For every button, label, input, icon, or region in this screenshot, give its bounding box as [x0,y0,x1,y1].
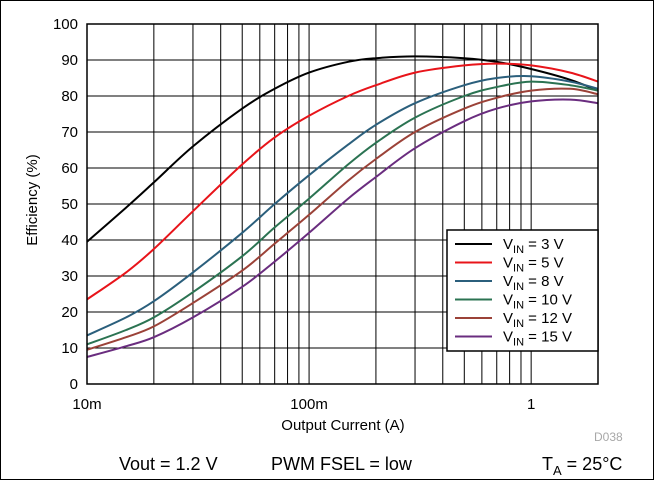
legend-label: VIN = 8 V [503,273,564,293]
y-tick-label: 80 [61,88,78,105]
legend-label: VIN = 12 V [503,310,572,330]
footer-pwm: PWM FSEL = low [271,454,413,474]
footer-ta: TA = 25°C [542,454,622,478]
figure-id: D038 [594,430,623,444]
legend-label: VIN = 15 V [503,329,572,349]
x-tick-label: 100m [290,396,328,413]
x-axis-label: Output Current (A) [281,417,404,434]
legend-label: VIN = 10 V [503,292,572,312]
footer-ta-tail: = 25°C [562,454,623,474]
y-tick-label: 0 [70,376,78,393]
y-tick-label: 10 [61,340,78,357]
legend-label: VIN = 5 V [503,255,564,275]
tick-labels: 0 10 20 30 40 50 60 70 80 90 100 10m 100m 1 [53,16,535,413]
y-axis-label: Efficiency (%) [24,154,41,245]
series-line-6 [86,98,599,358]
x-tick-label: 10m [72,396,101,413]
y-tick-label: 100 [53,16,78,33]
y-tick-label: 70 [61,124,78,141]
footer-ta-main: T [542,454,553,474]
footer: Vout = 1.2 V PWM FSEL = low TA = 25°C [119,454,622,478]
y-tick-label: 60 [61,160,78,177]
y-tick-label: 50 [61,196,78,213]
footer-vout: Vout = 1.2 V [119,454,218,474]
y-tick-label: 90 [61,52,78,69]
footer-ta-sub: A [553,463,562,478]
y-tick-label: 30 [61,268,78,285]
series-line-3 [86,75,599,337]
y-tick-label: 20 [61,304,78,321]
series-lines [86,55,599,358]
legend-box [446,229,599,352]
plot-border [86,23,599,385]
y-tick-label: 40 [61,232,78,249]
x-tick-label: 1 [527,396,535,413]
legend-label: VIN = 3 V [503,236,564,256]
series-line-2 [86,62,599,301]
series-line-4 [86,80,599,346]
series-line-5 [86,87,599,351]
series-line-1 [86,55,599,243]
